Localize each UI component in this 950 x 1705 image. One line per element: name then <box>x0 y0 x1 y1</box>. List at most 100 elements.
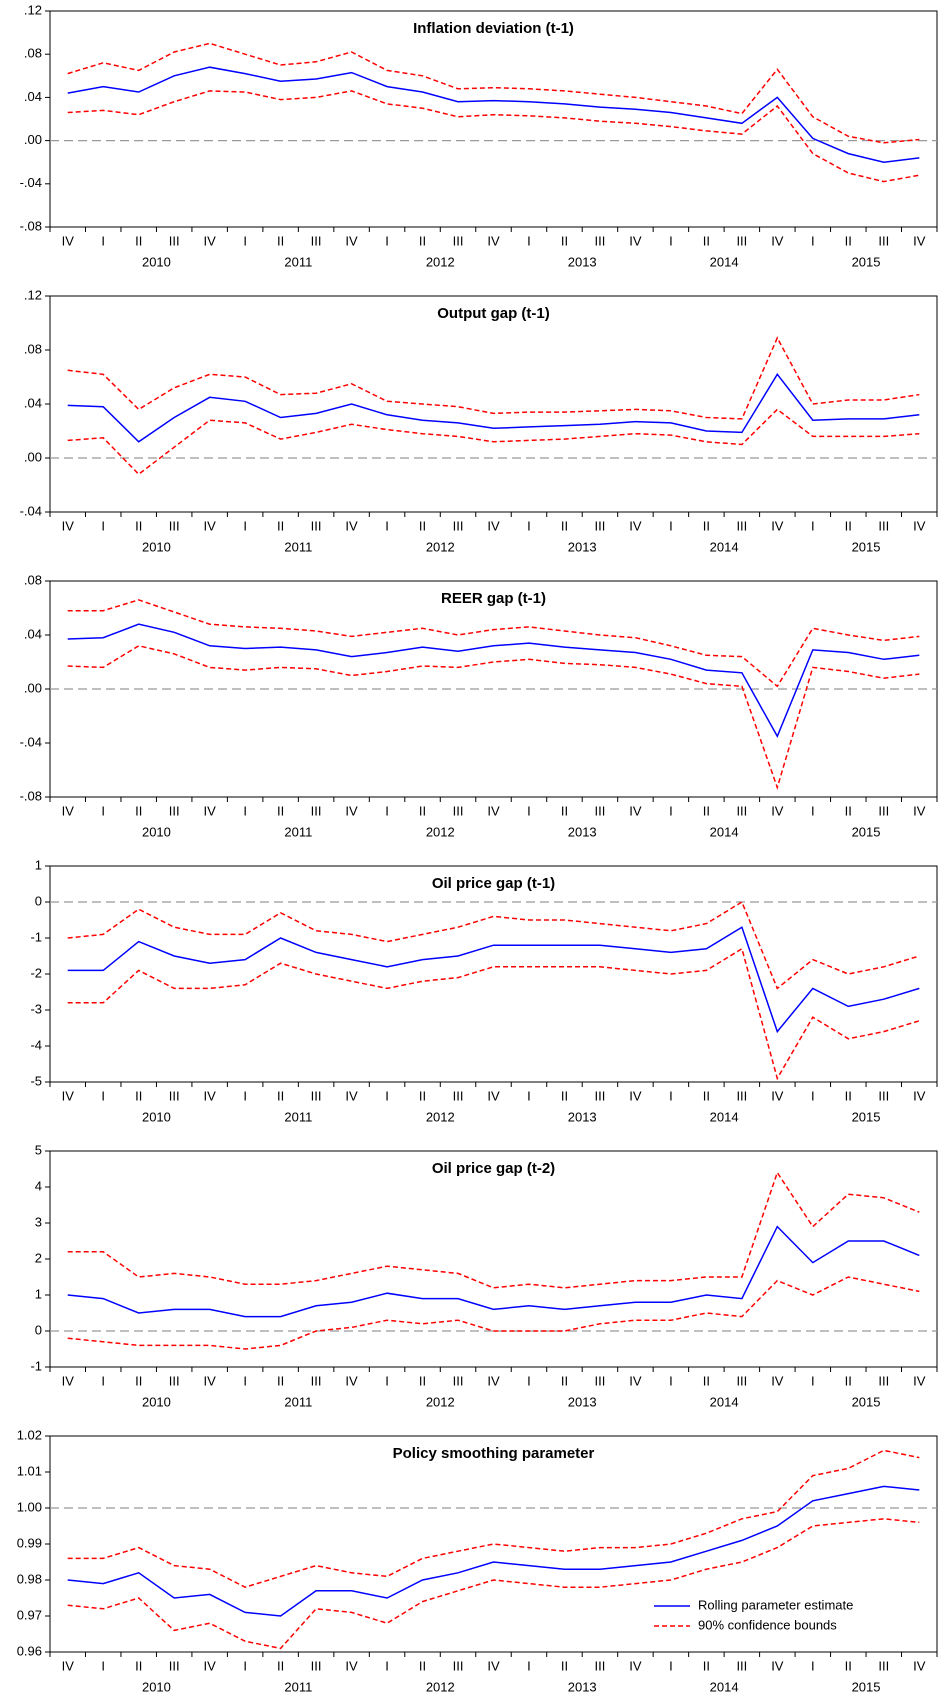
x-tick-label: III <box>169 1658 180 1673</box>
x-tick-label: III <box>736 803 747 818</box>
x-tick-label: I <box>385 1373 389 1388</box>
x-tick-label: I <box>811 518 815 533</box>
x-tick-label: II <box>419 803 426 818</box>
y-tick-label: 1.00 <box>17 1499 42 1514</box>
chart-title: Oil price gap (t-2) <box>432 1160 555 1177</box>
y-tick-label: .08 <box>24 572 42 587</box>
x-tick-label: IV <box>487 233 500 248</box>
x-tick-label: III <box>878 1658 889 1673</box>
year-label: 2011 <box>284 254 312 269</box>
legend-label: 90% confidence bounds <box>698 1617 837 1632</box>
year-label: 2012 <box>426 1679 455 1694</box>
x-tick-label: III <box>453 518 464 533</box>
x-tick-label: I <box>243 1658 247 1673</box>
legend-label: Rolling parameter estimate <box>698 1597 853 1612</box>
x-tick-label: II <box>561 803 568 818</box>
x-tick-label: IV <box>487 518 500 533</box>
x-tick-label: IV <box>62 518 75 533</box>
x-tick-label: IV <box>629 1088 642 1103</box>
x-tick-label: III <box>736 1658 747 1673</box>
x-tick-label: II <box>419 518 426 533</box>
y-tick-label: 1.01 <box>17 1463 42 1478</box>
x-tick-label: III <box>878 233 889 248</box>
x-tick-label: IV <box>204 803 217 818</box>
year-label: 2010 <box>142 824 171 839</box>
year-label: 2012 <box>426 539 455 554</box>
x-tick-label: III <box>453 1658 464 1673</box>
series-line <box>67 599 920 688</box>
y-tick-label: -1 <box>30 929 42 944</box>
x-tick-label: I <box>101 1088 105 1103</box>
y-tick-label: -.08 <box>20 218 42 233</box>
series-line <box>67 900 920 990</box>
x-tick-label: I <box>385 233 389 248</box>
x-tick-label: I <box>385 1658 389 1673</box>
x-tick-label: IV <box>629 803 642 818</box>
x-tick-label: IV <box>629 1658 642 1673</box>
x-tick-label: I <box>811 1658 815 1673</box>
year-label: 2013 <box>568 254 597 269</box>
series-line <box>67 623 920 739</box>
series-line <box>67 42 920 144</box>
y-tick-label: 1.02 <box>17 1427 42 1442</box>
x-tick-label: II <box>561 233 568 248</box>
x-tick-label: II <box>845 1658 852 1673</box>
year-label: 2011 <box>284 824 312 839</box>
x-tick-label: II <box>703 803 710 818</box>
y-tick-label: 2 <box>35 1250 42 1265</box>
chart-title: Inflation deviation (t-1) <box>413 20 574 37</box>
x-tick-label: II <box>561 518 568 533</box>
y-tick-label: .12 <box>24 287 42 302</box>
x-tick-label: III <box>595 518 606 533</box>
y-tick-label: 0.98 <box>17 1571 42 1586</box>
x-tick-label: IV <box>913 1373 926 1388</box>
year-label: 2012 <box>426 824 455 839</box>
x-tick-label: II <box>845 1088 852 1103</box>
y-tick-label: .08 <box>24 46 42 61</box>
x-tick-label: IV <box>771 1658 784 1673</box>
x-tick-label: IV <box>345 518 358 533</box>
x-tick-label: III <box>311 1088 322 1103</box>
x-tick-label: I <box>669 803 673 818</box>
x-tick-label: II <box>845 233 852 248</box>
x-tick-label: IV <box>771 803 784 818</box>
x-tick-label: I <box>385 803 389 818</box>
x-tick-label: III <box>169 1088 180 1103</box>
series-line <box>67 408 920 476</box>
y-tick-label: -1 <box>30 1358 42 1373</box>
x-tick-label: III <box>736 518 747 533</box>
x-tick-label: II <box>277 518 284 533</box>
y-tick-label: .00 <box>24 449 42 464</box>
y-tick-label: .00 <box>24 680 42 695</box>
year-label: 2015 <box>852 1109 881 1124</box>
x-tick-label: I <box>669 233 673 248</box>
x-tick-label: IV <box>629 518 642 533</box>
year-label: 2014 <box>710 1109 739 1124</box>
year-label: 2015 <box>852 824 881 839</box>
x-tick-label: I <box>527 1658 531 1673</box>
y-tick-label: 0.96 <box>17 1643 42 1658</box>
year-label: 2010 <box>142 539 171 554</box>
x-tick-label: I <box>101 233 105 248</box>
x-tick-label: II <box>419 233 426 248</box>
plot-frame <box>49 295 938 513</box>
y-tick-label: -2 <box>30 965 42 980</box>
x-tick-label: I <box>811 1088 815 1103</box>
x-tick-label: IV <box>345 233 358 248</box>
x-tick-label: III <box>311 803 322 818</box>
series-line <box>67 645 920 790</box>
x-tick-label: IV <box>204 518 217 533</box>
x-tick-label: IV <box>345 1088 358 1103</box>
x-tick-label: III <box>595 803 606 818</box>
year-label: 2010 <box>142 254 171 269</box>
x-tick-label: I <box>243 1088 247 1103</box>
x-tick-label: IV <box>771 518 784 533</box>
year-label: 2010 <box>142 1109 171 1124</box>
x-tick-label: IV <box>62 803 75 818</box>
x-tick-label: III <box>878 803 889 818</box>
x-tick-label: III <box>878 1088 889 1103</box>
x-tick-label: I <box>811 1373 815 1388</box>
x-tick-label: IV <box>629 233 642 248</box>
x-tick-label: II <box>561 1088 568 1103</box>
